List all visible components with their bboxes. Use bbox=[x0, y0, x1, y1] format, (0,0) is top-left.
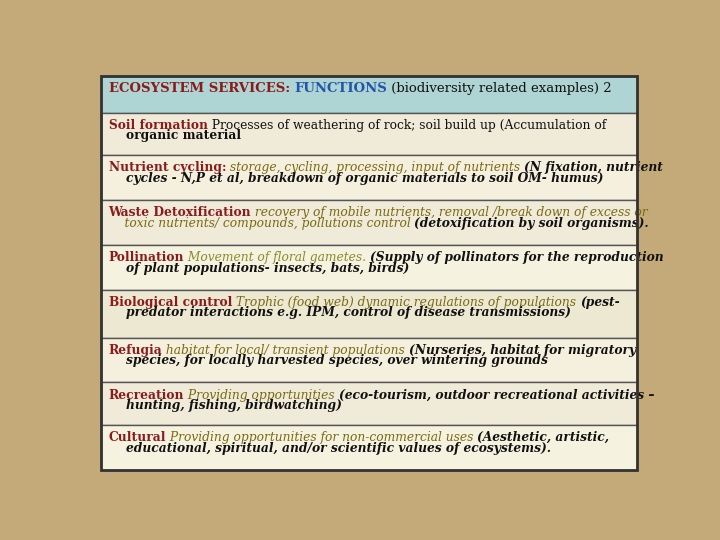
Text: habitat for local/ transient populations: habitat for local/ transient populations bbox=[162, 344, 409, 357]
Text: Pollination: Pollination bbox=[109, 251, 184, 264]
Text: (biodiversity related examples) 2: (biodiversity related examples) 2 bbox=[387, 82, 612, 94]
Text: FUNCTIONS: FUNCTIONS bbox=[294, 82, 387, 94]
Text: Soil formation: Soil formation bbox=[109, 119, 207, 132]
Text: toxic nutrients/ compounds, pollutions control: toxic nutrients/ compounds, pollutions c… bbox=[109, 217, 414, 230]
Text: Cultural: Cultural bbox=[109, 431, 166, 444]
Text: recovery of mobile nutrients, removal /break down of excess or: recovery of mobile nutrients, removal /b… bbox=[251, 206, 648, 219]
Text: Biological control: Biological control bbox=[109, 296, 232, 309]
Text: Providing opportunities for non-commercial uses: Providing opportunities for non-commerci… bbox=[166, 431, 477, 444]
Text: (N fixation, nutrient: (N fixation, nutrient bbox=[524, 161, 663, 174]
Text: species, for locally harvested species, over wintering grounds: species, for locally harvested species, … bbox=[109, 354, 547, 367]
Bar bbox=[101, 76, 637, 113]
Text: Providing opportunities: Providing opportunities bbox=[184, 389, 338, 402]
Text: Trophic (food web) dynamic regulations of populations: Trophic (food web) dynamic regulations o… bbox=[232, 296, 580, 309]
Text: Movement of floral gametes.: Movement of floral gametes. bbox=[184, 251, 370, 264]
Bar bbox=[101, 245, 637, 289]
Text: (Aesthetic, artistic,: (Aesthetic, artistic, bbox=[477, 431, 609, 444]
Text: (pest-: (pest- bbox=[580, 296, 620, 309]
Text: Refugia: Refugia bbox=[109, 344, 162, 357]
Text: hunting, fishing, birdwatching): hunting, fishing, birdwatching) bbox=[109, 399, 341, 412]
Text: organic material: organic material bbox=[109, 130, 240, 143]
Bar bbox=[101, 200, 637, 245]
Text: (Nurseries, habitat for migratory: (Nurseries, habitat for migratory bbox=[409, 344, 636, 357]
Text: (eco-tourism, outdoor recreational activities –: (eco-tourism, outdoor recreational activ… bbox=[338, 389, 654, 402]
Text: (detoxification by soil organisms).: (detoxification by soil organisms). bbox=[414, 217, 649, 230]
Text: Processes of weathering of rock; soil build up (Accumulation of: Processes of weathering of rock; soil bu… bbox=[207, 119, 606, 132]
Text: Waste Detoxification: Waste Detoxification bbox=[109, 206, 251, 219]
Text: of plant populations- insects, bats, birds): of plant populations- insects, bats, bir… bbox=[109, 261, 409, 274]
Text: Recreation: Recreation bbox=[109, 389, 184, 402]
Bar bbox=[101, 338, 637, 382]
Text: educational, spiritual, and/or scientific values of ecosystems).: educational, spiritual, and/or scientifi… bbox=[109, 442, 551, 455]
Bar bbox=[101, 289, 637, 338]
Text: (Supply of pollinators for the reproduction: (Supply of pollinators for the reproduct… bbox=[370, 251, 664, 264]
Bar bbox=[101, 425, 637, 470]
Text: ECOSYSTEM SERVICES:: ECOSYSTEM SERVICES: bbox=[109, 82, 294, 94]
Text: Nutrient cycling:: Nutrient cycling: bbox=[109, 161, 226, 174]
Text: predator interactions e.g. IPM, control of disease transmissions): predator interactions e.g. IPM, control … bbox=[109, 306, 570, 319]
Bar bbox=[101, 113, 637, 155]
Bar bbox=[101, 155, 637, 200]
Text: storage, cycling, processing, input of nutrients: storage, cycling, processing, input of n… bbox=[226, 161, 524, 174]
Bar bbox=[101, 382, 637, 425]
Text: cycles - N,P et al, breakdown of organic materials to soil OM- humus): cycles - N,P et al, breakdown of organic… bbox=[109, 172, 603, 185]
